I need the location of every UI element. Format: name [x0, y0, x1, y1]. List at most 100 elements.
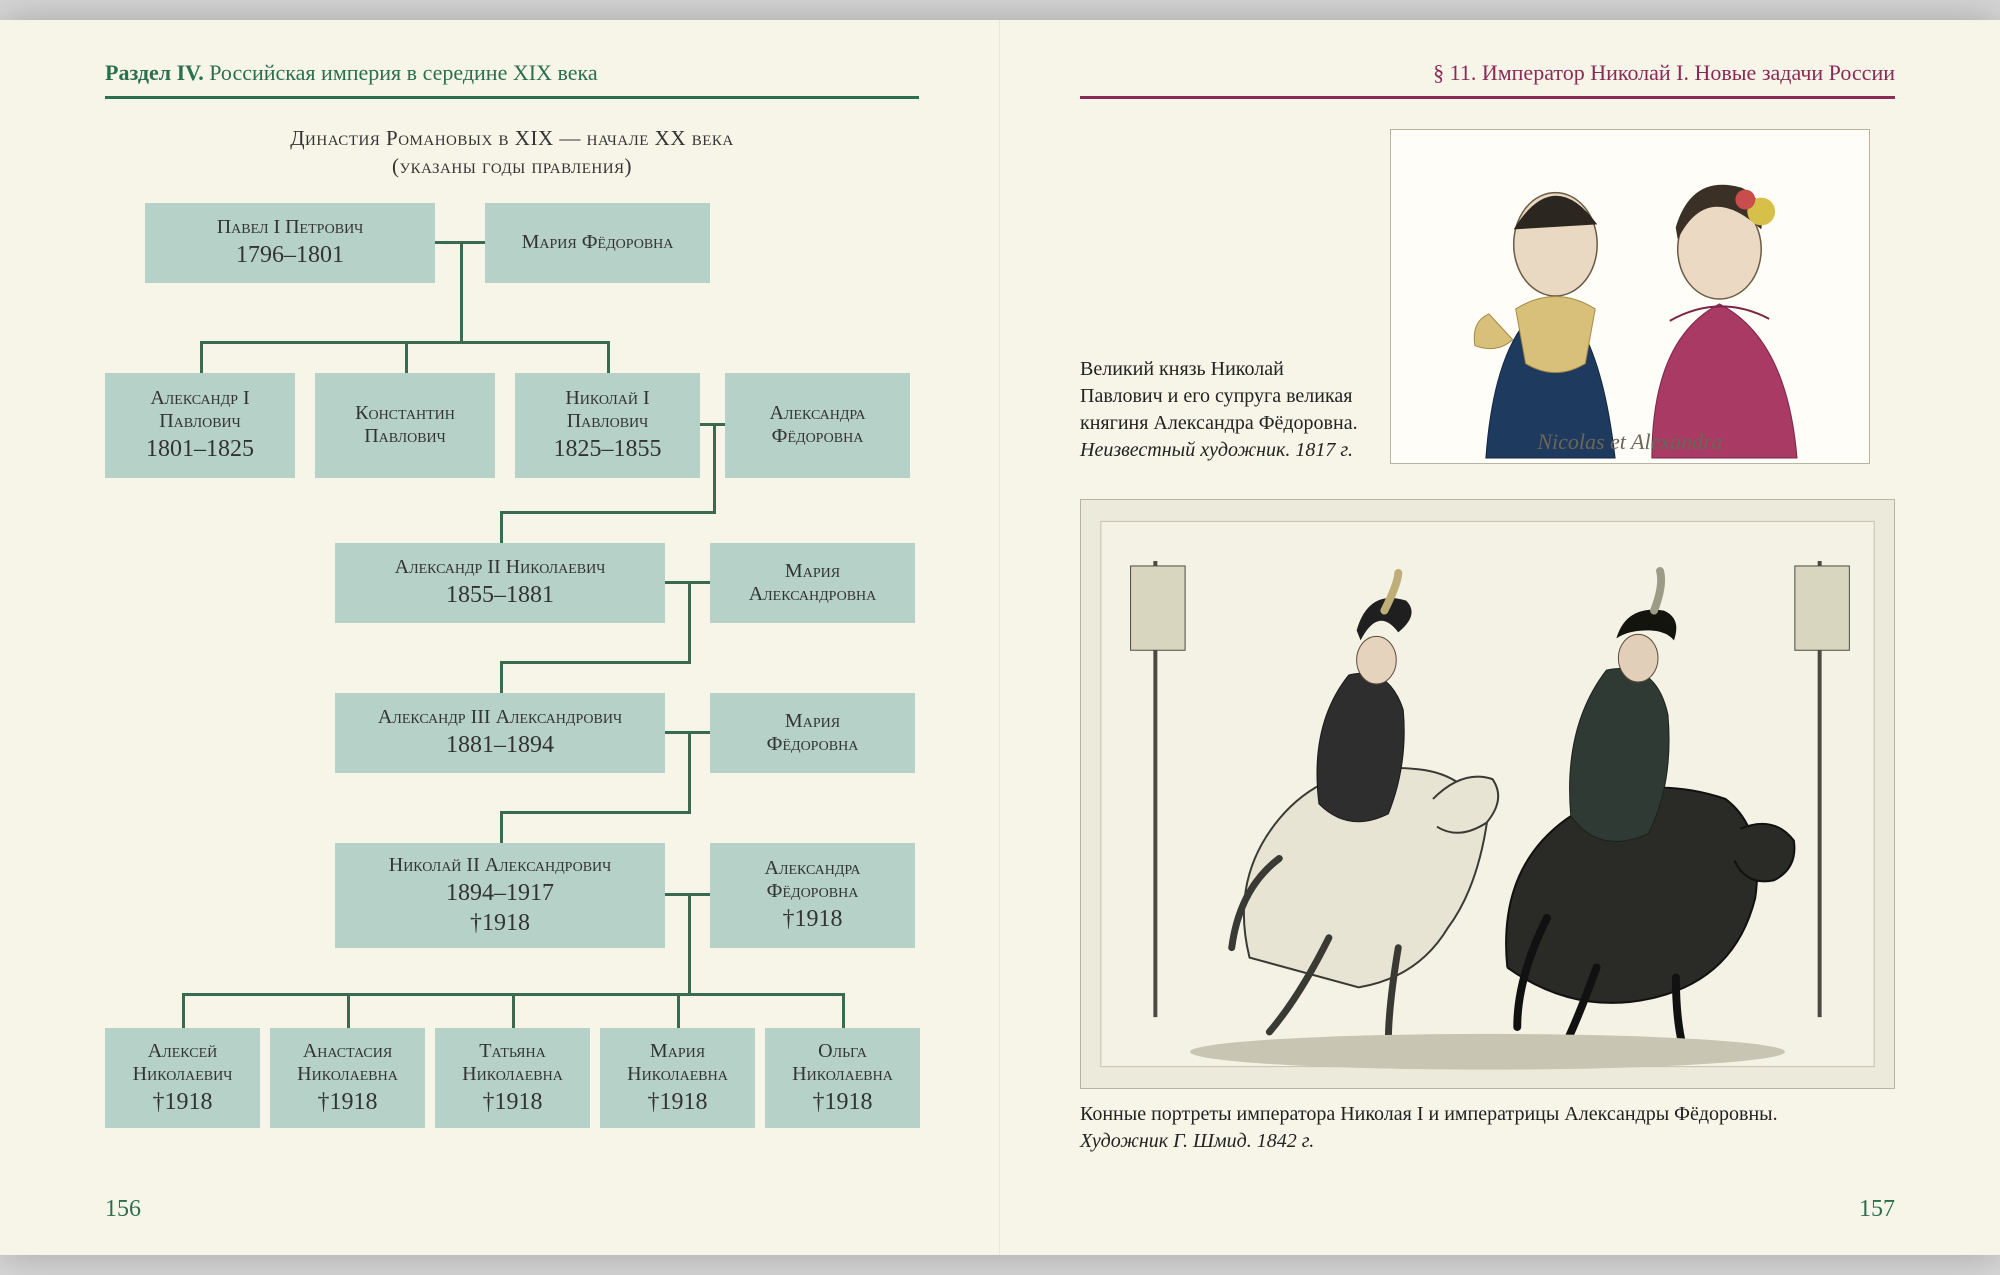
node-name-line2: Фёдоровна — [767, 880, 859, 903]
tree-node-alexey: АлексейНиколаевич †1918 — [105, 1028, 260, 1128]
tree-title-line1: Династия Романовых в XIX — начале XX век… — [105, 124, 919, 152]
node-name: Ольга — [818, 1040, 867, 1063]
node-name-line2: Павлович — [364, 425, 446, 448]
node-name: Алексей — [148, 1040, 217, 1063]
book-spread: Раздел IV. Российская империя в середине… — [0, 20, 2000, 1255]
node-name: Константин — [355, 402, 455, 425]
node-name: Мария — [785, 710, 840, 733]
tree-edge — [688, 731, 691, 811]
node-name: Александра — [770, 402, 866, 425]
tree-edge — [512, 993, 515, 1028]
node-death: †1918 — [813, 1089, 873, 1116]
tree-node-tatiana: ТатьянаНиколаевна †1918 — [435, 1028, 590, 1128]
figure1-caption-attr: Неизвестный художник. 1817 г. — [1080, 439, 1353, 461]
figure2-caption-text: Конные портреты императора Николая I и и… — [1080, 1103, 1778, 1125]
section-number: Раздел IV. — [105, 60, 204, 85]
figure1-caption: Великий князь Николай Павлович и его суп… — [1080, 356, 1365, 464]
section-header-left: Раздел IV. Российская империя в середине… — [105, 60, 919, 86]
tree-title: Династия Романовых в XIX — начале XX век… — [105, 124, 919, 181]
node-years: 1881–1894 — [446, 732, 554, 759]
node-name: Александр I — [150, 387, 249, 410]
tree-edge — [677, 993, 680, 1028]
tree-edge — [200, 341, 203, 373]
tree-node-anastasia: АнастасияНиколаевна †1918 — [270, 1028, 425, 1128]
node-death: †1918 — [483, 1089, 543, 1116]
tree-edge — [500, 661, 691, 664]
tree-edge — [688, 893, 691, 993]
tree-edge — [713, 423, 716, 513]
node-name: Николай II Александрович — [389, 854, 612, 877]
family-tree: Павел I Петрович 1796–1801 Мария Фёдоровна… — [105, 203, 925, 1203]
node-death: †1918 — [648, 1089, 708, 1116]
figure1-illustration: Nicolas et Alexandra — [1390, 129, 1870, 464]
rule-left — [105, 96, 919, 99]
tree-node-alex2: Александр II Николаевич 1855–1881 — [335, 543, 665, 623]
tree-node-pavel: Павел I Петрович 1796–1801 — [145, 203, 435, 283]
tree-edge — [842, 993, 845, 1028]
figure-row-1: Великий князь Николай Павлович и его суп… — [1080, 129, 1895, 464]
tree-edge — [405, 341, 408, 373]
node-years: 1894–1917 — [446, 880, 554, 907]
tree-node-alex1: Александр IПавлович 1801–1825 — [105, 373, 295, 478]
node-name-line2: Павлович — [567, 410, 649, 433]
tree-node-maria_n: МарияНиколаевна †1918 — [600, 1028, 755, 1128]
figure2-caption-attr: Художник Г. Шмид. 1842 г. — [1080, 1130, 1314, 1152]
node-name: Александра — [765, 857, 861, 880]
horses-svg — [1081, 500, 1894, 1088]
node-name-line2: Фёдоровна — [772, 425, 864, 448]
rule-right — [1080, 96, 1895, 99]
node-name-line2: Николаевна — [462, 1063, 563, 1086]
tree-edge — [500, 511, 503, 543]
tree-node-alex3: Александр III Александрович1881–1894 — [335, 693, 665, 773]
figure1-caption-text: Великий князь Николай Павлович и его суп… — [1080, 358, 1358, 434]
tree-node-nik2: Николай II Александрович 1894–1917 †1918 — [335, 843, 665, 948]
node-name: Павел I Петрович — [217, 216, 364, 239]
page-left: Раздел IV. Российская империя в середине… — [0, 20, 1000, 1255]
node-death: †1918 — [470, 910, 530, 937]
node-name: Анастасия — [303, 1040, 392, 1063]
tree-edge — [500, 661, 503, 693]
tree-node-alex_fed1: АлександраФёдоровна — [725, 373, 910, 478]
node-name: Татьяна — [479, 1040, 546, 1063]
node-name-line2: Александровна — [749, 583, 877, 606]
tree-edge — [500, 811, 691, 814]
tree-edge — [500, 511, 716, 514]
portrait-svg — [1391, 130, 1869, 463]
node-name-line2: Николаевич — [133, 1063, 233, 1086]
tree-edge — [182, 993, 185, 1028]
node-death: †1918 — [318, 1089, 378, 1116]
node-name-line2: Николаевна — [627, 1063, 728, 1086]
node-name: Мария — [650, 1040, 705, 1063]
page-number-right: 157 — [1859, 1196, 1895, 1223]
node-years: 1796–1801 — [236, 242, 344, 269]
tree-node-nik1: Николай IПавлович 1825–1855 — [515, 373, 700, 478]
figure1-signature: Nicolas et Alexandra — [1391, 429, 1869, 455]
tree-node-alex_fed2: АлександраФёдоровна †1918 — [710, 843, 915, 948]
node-name-line2: Николаевна — [297, 1063, 398, 1086]
tree-edge — [500, 811, 503, 843]
tree-edge — [460, 241, 463, 341]
node-years: 1801–1825 — [146, 436, 254, 463]
section-title: Российская империя в середине XIX века — [209, 60, 597, 85]
tree-node-konst: КонстантинПавлович — [315, 373, 495, 478]
node-name-line2: Николаевна — [792, 1063, 893, 1086]
node-death: †1918 — [783, 906, 843, 933]
page-number-left: 156 — [105, 1196, 141, 1223]
tree-node-maria_a: МарияАлександровна — [710, 543, 915, 623]
figure2-caption: Конные портреты императора Николая I и и… — [1080, 1101, 1895, 1155]
node-name: Мария Фёдоровна — [522, 231, 674, 254]
node-name: Николай I — [565, 387, 649, 410]
node-name: Мария — [785, 560, 840, 583]
figure2-illustration — [1080, 499, 1895, 1089]
node-years: 1825–1855 — [554, 436, 662, 463]
node-years: 1855–1881 — [446, 582, 554, 609]
section-header-right: § 11. Император Николай I. Новые задачи … — [1080, 60, 1895, 86]
node-name-line2: Павлович — [159, 410, 241, 433]
node-name: Александр II Николаевич — [395, 556, 606, 579]
tree-edge — [688, 581, 691, 661]
tree-node-maria_f2: МарияФёдоровна — [710, 693, 915, 773]
node-death: †1918 — [153, 1089, 213, 1116]
tree-edge — [607, 341, 610, 373]
page-right: § 11. Император Николай I. Новые задачи … — [1000, 20, 2000, 1255]
tree-edge — [347, 993, 350, 1028]
